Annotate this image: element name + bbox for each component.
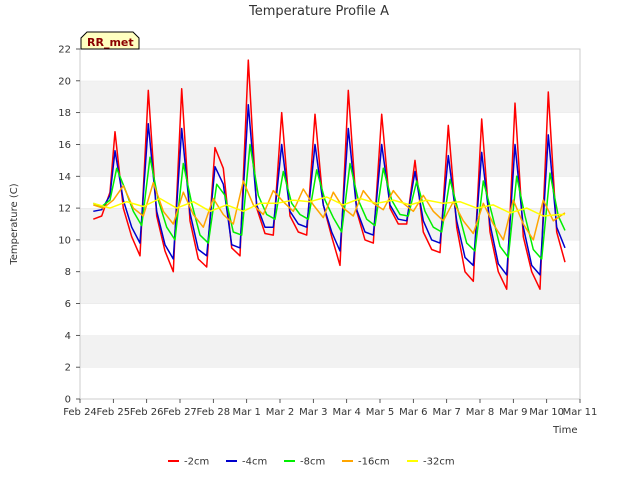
x-tick-label: Mar 1 [232, 407, 260, 418]
series-line-8cm [93, 143, 566, 260]
badge-label: RR_met [87, 36, 134, 49]
x-tick-label: Mar 2 [266, 407, 294, 418]
grid-band [80, 49, 580, 81]
x-tick-label: Feb 25 [97, 407, 131, 418]
rr-met-badge: RR_met [80, 31, 140, 50]
y-tick-label: 2 [65, 363, 71, 374]
x-tick-label: Mar 9 [499, 407, 527, 418]
grid-band [80, 80, 580, 113]
grid-band [80, 176, 580, 209]
y-tick-label: 8 [65, 267, 71, 278]
x-tick-label: Mar 10 [529, 407, 564, 418]
x-tick-label: Feb 27 [163, 407, 197, 418]
grid-band [80, 335, 580, 368]
y-tick-label: 18 [58, 108, 71, 119]
y-axis-ticks: 0 2 4 6 8 10 12 14 16 18 20 22 [58, 45, 80, 406]
x-tick-label: Feb 28 [197, 407, 231, 418]
y-tick-label: 4 [65, 331, 71, 342]
y-tick-label: 0 [65, 395, 71, 406]
y-tick-label: 22 [58, 45, 71, 56]
grid-band [80, 239, 580, 272]
y-tick-label: 14 [58, 172, 71, 183]
x-tick-label: Mar 8 [466, 407, 494, 418]
legend-label: -8cm [300, 457, 325, 468]
grid-band [80, 303, 580, 336]
grid-band [80, 367, 580, 399]
y-tick-label: 6 [65, 299, 71, 310]
legend-label: -2cm [184, 457, 209, 468]
x-tick-label: Mar 3 [299, 407, 327, 418]
series-lines [93, 59, 566, 290]
grid-band [80, 112, 580, 145]
chart-title: Temperature Profile A [248, 4, 389, 19]
grid-band [80, 271, 580, 304]
legend-label: -16cm [358, 457, 390, 468]
plot-border [79, 48, 581, 400]
x-tick-label: Mar 6 [399, 407, 427, 418]
y-tick-label: 16 [58, 140, 71, 151]
x-tick-label: Feb 26 [130, 407, 164, 418]
y-tick-label: 12 [58, 204, 71, 215]
legend-label: -32cm [423, 457, 455, 468]
y-axis-label: Temperature (C) [9, 183, 20, 265]
y-tick-label: 20 [58, 76, 71, 87]
x-tick-label: Mar 7 [432, 407, 460, 418]
y-tick-label: 10 [58, 235, 71, 246]
legend: -2cm -4cm -8cm -16cm -32cm [168, 457, 455, 468]
x-tick-label: Mar 5 [366, 407, 394, 418]
x-tick-label: Feb 24 [63, 407, 97, 418]
x-axis-label: Time [552, 425, 577, 436]
series-line-32cm [93, 196, 565, 217]
x-tick-label: Mar 11 [563, 407, 598, 418]
legend-label: -4cm [242, 457, 267, 468]
grid-band [80, 144, 580, 177]
x-tick-label: Mar 4 [332, 407, 360, 418]
x-axis-ticks: Feb 24 Feb 25 Feb 26 Feb 27 Feb 28 Mar 1 Mar 2… [63, 399, 597, 418]
